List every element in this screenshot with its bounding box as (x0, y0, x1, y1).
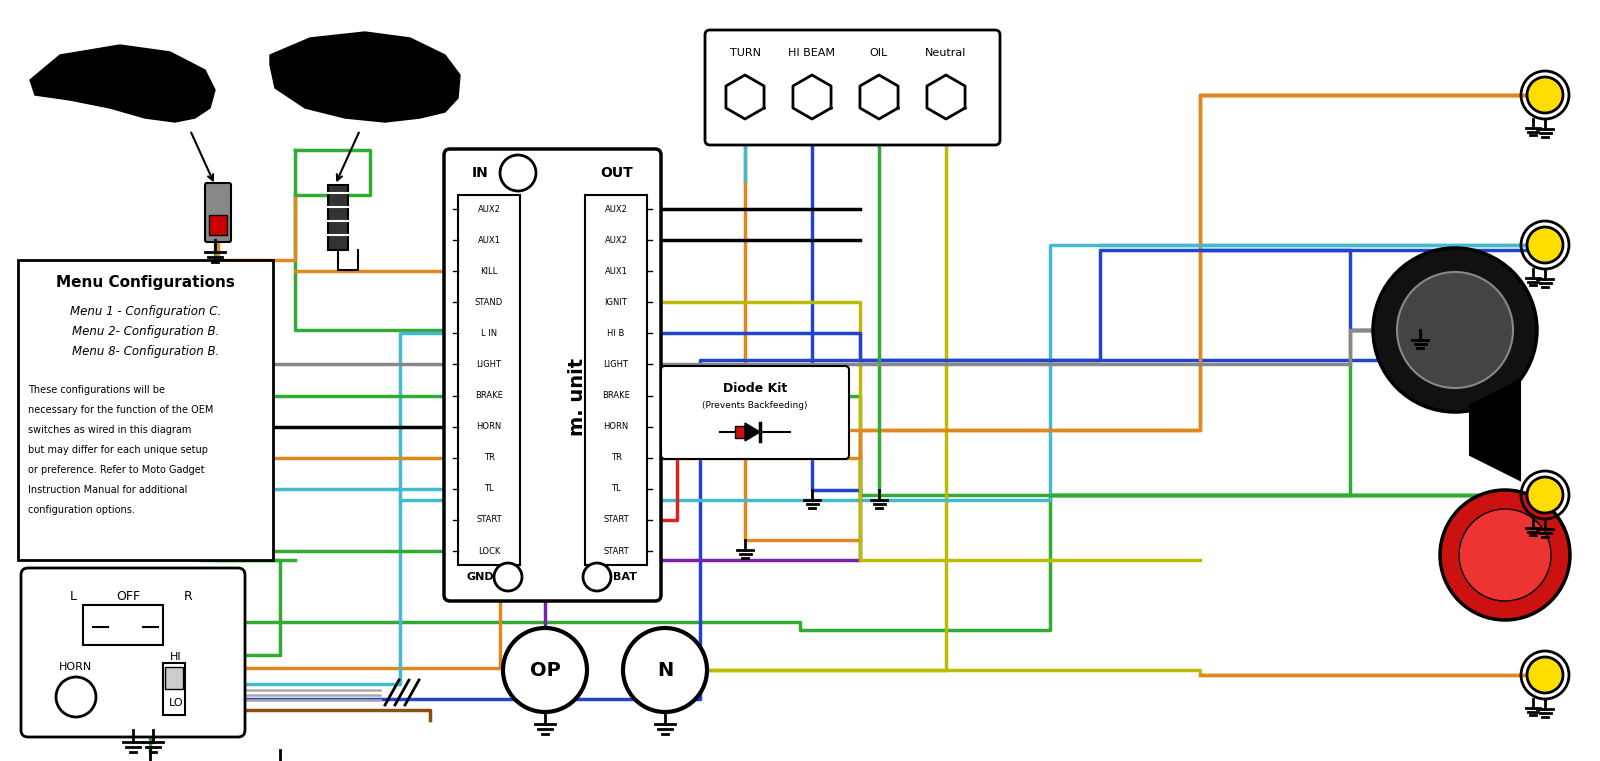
FancyBboxPatch shape (706, 30, 1000, 145)
Text: TR: TR (611, 454, 621, 462)
Text: IN: IN (472, 166, 488, 180)
Text: Diode Kit: Diode Kit (723, 381, 787, 394)
Polygon shape (270, 32, 461, 122)
Text: Menu 1 - Configuration C.: Menu 1 - Configuration C. (70, 305, 221, 319)
Text: Menu 8- Configuration B.: Menu 8- Configuration B. (72, 345, 219, 358)
Text: AUX2: AUX2 (605, 236, 627, 244)
Polygon shape (746, 423, 760, 441)
Text: BAT: BAT (613, 572, 637, 582)
Text: HI BEAM: HI BEAM (789, 48, 835, 58)
Circle shape (1397, 272, 1514, 388)
Text: HORN: HORN (477, 422, 502, 431)
Text: STAND: STAND (475, 298, 502, 307)
Text: TR: TR (483, 454, 494, 462)
Circle shape (494, 563, 522, 591)
Text: TURN: TURN (730, 48, 760, 58)
Text: Menu 2- Configuration B.: Menu 2- Configuration B. (72, 326, 219, 339)
Text: necessary for the function of the OEM: necessary for the function of the OEM (29, 405, 213, 415)
Text: OP: OP (530, 661, 560, 680)
Text: HORN: HORN (59, 662, 93, 672)
Circle shape (502, 628, 587, 712)
Text: Neutral: Neutral (925, 48, 966, 58)
FancyBboxPatch shape (205, 183, 230, 242)
Text: AUX1: AUX1 (477, 236, 501, 244)
Text: HI B: HI B (608, 329, 624, 338)
Circle shape (622, 628, 707, 712)
Text: or preference. Refer to Moto Gadget: or preference. Refer to Moto Gadget (29, 465, 205, 475)
Text: OIL: OIL (870, 48, 888, 58)
Text: OFF: OFF (115, 591, 141, 603)
Text: R: R (184, 591, 192, 603)
Text: AUX1: AUX1 (605, 266, 627, 275)
Text: Instruction Manual for additional: Instruction Manual for additional (29, 485, 187, 495)
Text: HI: HI (170, 652, 182, 662)
Text: LO: LO (168, 698, 184, 708)
Text: KILL: KILL (480, 266, 498, 275)
Bar (328, 185, 349, 250)
Circle shape (499, 155, 536, 191)
Text: START: START (603, 515, 629, 524)
Text: switches as wired in this diagram: switches as wired in this diagram (29, 425, 192, 435)
Bar (458, 195, 520, 565)
Text: L IN: L IN (482, 329, 498, 338)
Bar (210, 215, 227, 235)
Text: LIGHT: LIGHT (477, 360, 501, 369)
Text: HORN: HORN (603, 422, 629, 431)
Text: (Prevents Backfeeding): (Prevents Backfeeding) (702, 402, 808, 410)
Text: configuration options.: configuration options. (29, 505, 134, 515)
FancyBboxPatch shape (445, 149, 661, 601)
Bar (83, 605, 163, 645)
Polygon shape (30, 45, 214, 122)
Bar (18, 260, 274, 560)
Text: BRAKE: BRAKE (475, 391, 502, 400)
Text: GND: GND (466, 572, 494, 582)
Circle shape (1526, 477, 1563, 513)
Text: Menu Configurations: Menu Configurations (56, 275, 235, 289)
Text: IGNIT: IGNIT (605, 298, 627, 307)
Text: START: START (603, 546, 629, 556)
Circle shape (582, 563, 611, 591)
Circle shape (1526, 77, 1563, 113)
Text: AUX2: AUX2 (477, 205, 501, 214)
Text: LIGHT: LIGHT (603, 360, 629, 369)
Text: BRAKE: BRAKE (602, 391, 630, 400)
Bar (586, 195, 646, 565)
Circle shape (1373, 248, 1538, 412)
FancyBboxPatch shape (661, 366, 850, 459)
FancyBboxPatch shape (21, 568, 245, 737)
Text: TL: TL (611, 484, 621, 493)
Circle shape (1526, 657, 1563, 693)
Polygon shape (1470, 380, 1520, 480)
Circle shape (1459, 509, 1550, 601)
Text: These configurations will be: These configurations will be (29, 385, 165, 395)
Text: but may differ for each unique setup: but may differ for each unique setup (29, 445, 208, 455)
Circle shape (56, 677, 96, 717)
Circle shape (1526, 227, 1563, 263)
Text: N: N (658, 661, 674, 680)
Text: LOCK: LOCK (478, 546, 501, 556)
Text: START: START (477, 515, 502, 524)
Bar (163, 663, 186, 715)
Text: TL: TL (485, 484, 494, 493)
Text: L: L (69, 591, 77, 603)
Bar (165, 667, 182, 689)
Circle shape (1440, 490, 1570, 620)
Text: AUX2: AUX2 (605, 205, 627, 214)
Text: m. unit: m. unit (568, 358, 587, 436)
Text: OUT: OUT (600, 166, 634, 180)
Bar (734, 426, 746, 438)
